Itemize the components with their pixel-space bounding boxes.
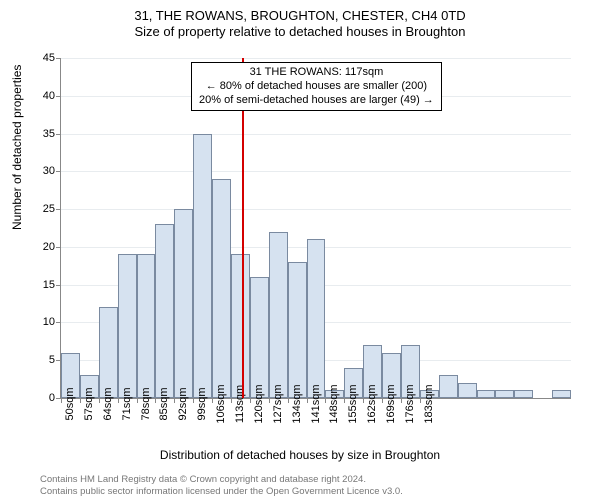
- y-tick-label: 40: [43, 90, 61, 102]
- y-tick-label: 30: [43, 165, 61, 177]
- y-tick-label: 35: [43, 128, 61, 140]
- y-tick-label: 25: [43, 203, 61, 215]
- histogram-bar: [477, 390, 496, 398]
- x-tick-label: 85sqm: [158, 387, 170, 420]
- grid-line: [61, 58, 571, 59]
- grid-line: [61, 171, 571, 172]
- x-tick-mark: [420, 398, 421, 403]
- footer-line: Contains HM Land Registry data © Crown c…: [40, 474, 590, 485]
- histogram-bar: [307, 239, 326, 398]
- chart-title: 31, THE ROWANS, BROUGHTON, CHESTER, CH4 …: [0, 0, 600, 41]
- grid-line: [61, 209, 571, 210]
- annotation-line: ← 80% of detached houses are smaller (20…: [199, 80, 434, 94]
- x-tick-label: 50sqm: [64, 387, 76, 420]
- y-tick-label: 5: [49, 354, 61, 366]
- x-tick-label: 64sqm: [102, 387, 114, 420]
- x-tick-mark: [193, 398, 194, 403]
- x-tick-label: 169sqm: [385, 384, 397, 423]
- x-tick-label: 78sqm: [140, 387, 152, 420]
- x-tick-mark: [61, 398, 62, 403]
- histogram-bar: [193, 134, 212, 398]
- x-tick-label: 155sqm: [347, 384, 359, 423]
- histogram-bar: [495, 390, 514, 398]
- x-tick-label: 127sqm: [272, 384, 284, 423]
- title-line-1: 31, THE ROWANS, BROUGHTON, CHESTER, CH4 …: [0, 8, 600, 24]
- histogram-bar: [118, 254, 137, 398]
- x-tick-label: 113sqm: [234, 385, 246, 423]
- x-tick-mark: [231, 398, 232, 403]
- annotation-line: 20% of semi-detached houses are larger (…: [199, 94, 434, 108]
- x-tick-label: 183sqm: [423, 384, 435, 423]
- x-tick-label: 71sqm: [121, 387, 133, 420]
- x-tick-mark: [155, 398, 156, 403]
- histogram-bar: [552, 390, 571, 398]
- x-tick-mark: [212, 398, 213, 403]
- grid-line: [61, 134, 571, 135]
- x-tick-label: 134sqm: [291, 384, 303, 423]
- x-tick-mark: [269, 398, 270, 403]
- x-tick-label: 141sqm: [310, 384, 322, 423]
- y-tick-label: 20: [43, 241, 61, 253]
- x-tick-label: 92sqm: [177, 387, 189, 420]
- title-line-2: Size of property relative to detached ho…: [0, 24, 600, 40]
- x-tick-mark: [401, 398, 402, 403]
- histogram-bar: [231, 254, 250, 398]
- x-tick-mark: [382, 398, 383, 403]
- x-tick-mark: [288, 398, 289, 403]
- x-tick-mark: [250, 398, 251, 403]
- chart-container: 31, THE ROWANS, BROUGHTON, CHESTER, CH4 …: [0, 0, 600, 500]
- y-tick-label: 0: [49, 392, 61, 404]
- x-tick-mark: [118, 398, 119, 403]
- x-tick-mark: [174, 398, 175, 403]
- x-tick-mark: [363, 398, 364, 403]
- footer-line: Contains public sector information licen…: [40, 486, 590, 497]
- x-tick-label: 162sqm: [366, 384, 378, 423]
- y-tick-label: 10: [43, 316, 61, 328]
- y-axis-title: Number of detached properties: [10, 65, 24, 230]
- y-tick-label: 45: [43, 52, 61, 64]
- histogram-bar: [288, 262, 307, 398]
- histogram-bar: [439, 375, 458, 398]
- histogram-bar: [514, 390, 533, 398]
- x-tick-label: 120sqm: [253, 384, 265, 423]
- histogram-bar: [250, 277, 269, 398]
- x-tick-label: 148sqm: [328, 384, 340, 423]
- x-tick-mark: [307, 398, 308, 403]
- footer-attribution: Contains HM Land Registry data © Crown c…: [40, 474, 590, 497]
- y-tick-label: 15: [43, 279, 61, 291]
- histogram-bar: [137, 254, 156, 398]
- chart-plot-area: 05101520253035404550sqm57sqm64sqm71sqm78…: [60, 58, 571, 399]
- x-tick-mark: [80, 398, 81, 403]
- x-tick-mark: [137, 398, 138, 403]
- x-tick-label: 57sqm: [83, 387, 95, 420]
- x-axis-title: Distribution of detached houses by size …: [0, 448, 600, 462]
- x-tick-label: 99sqm: [196, 387, 208, 420]
- annotation-line: 31 THE ROWANS: 117sqm: [199, 66, 434, 80]
- histogram-bar: [269, 232, 288, 398]
- histogram-bar: [212, 179, 231, 398]
- x-tick-mark: [99, 398, 100, 403]
- histogram-bar: [99, 307, 118, 398]
- histogram-bar: [155, 224, 174, 398]
- x-tick-label: 176sqm: [404, 384, 416, 423]
- histogram-bar: [174, 209, 193, 398]
- x-tick-mark: [325, 398, 326, 403]
- histogram-bar: [458, 383, 477, 398]
- annotation-box: 31 THE ROWANS: 117sqm ← 80% of detached …: [191, 62, 442, 111]
- x-tick-label: 106sqm: [215, 384, 227, 423]
- x-tick-mark: [344, 398, 345, 403]
